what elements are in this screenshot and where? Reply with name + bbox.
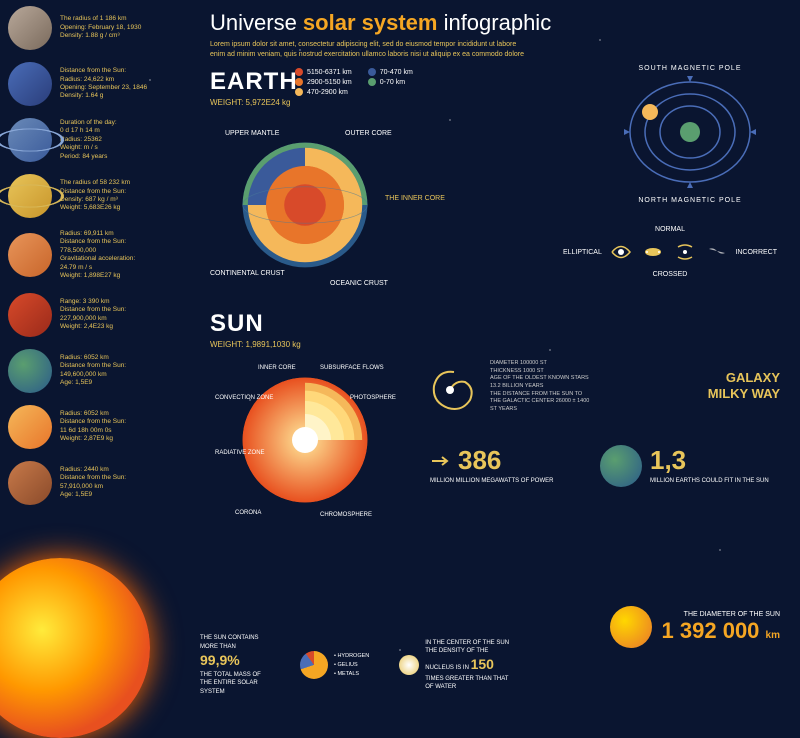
sun-title: SUN <box>210 310 301 338</box>
lbl-conv: CONVECTION ZONE <box>215 395 273 401</box>
lbl-ocean-crust: OCEANIC CRUST <box>330 280 388 287</box>
planet-info: The radius of 58 232 km Distance from th… <box>60 179 130 213</box>
planet-icon <box>8 405 52 449</box>
stat-386: 386 MILLION MILLION MEGAWATTS OF POWER <box>430 445 553 486</box>
galaxy-elliptical: ELLIPTICAL <box>563 249 602 256</box>
planet-row: Radius: 6052 km Distance from the Sun: 1… <box>0 343 200 399</box>
spiral-galaxy-icon <box>420 360 480 420</box>
lbl-cont-crust: CONTINENTAL CRUST <box>210 270 285 277</box>
legend-item: 5150-6371 km <box>295 68 352 76</box>
sun-mini-icon <box>610 606 652 648</box>
subtitle: Lorem ipsum dolor sit amet, consectetur … <box>210 40 530 60</box>
planet-row: Duration of the day: 0 d 17 h 14 m Radiu… <box>0 112 200 168</box>
sun-weight: WEIGHT: 1,9891,1030 kg <box>210 340 301 349</box>
milky-way-title: GALAXYMILKY WAY <box>708 370 780 401</box>
planet-row: Radius: 69,911 km Distance from the Sun:… <box>0 224 200 287</box>
planet-row: Radius: 6052 km Distance from the Sun: 1… <box>0 399 200 455</box>
lbl-corona: CORONA <box>235 510 261 516</box>
planet-row: Radius: 2440 km Distance from the Sun: 5… <box>0 455 200 511</box>
south-pole-label: SOUTH MAGNETIC POLE <box>600 65 780 72</box>
pie-chart-icon <box>300 651 328 679</box>
planet-info: Radius: 6052 km Distance from the Sun: 1… <box>60 410 126 444</box>
planets-sidebar: The radius of 1 186 km Opening: February… <box>0 0 200 708</box>
planet-info: Range: 3 390 km Distance from the Sun: 2… <box>60 298 126 332</box>
lbl-sun-inner: INNER CORE <box>258 365 296 371</box>
planet-icon <box>8 233 52 277</box>
legend-item: 70-470 km <box>368 68 413 76</box>
legend-item: 2900-5150 km <box>295 78 352 86</box>
page-title: Universe solar system infographic <box>210 10 790 36</box>
nucleus-icon <box>399 655 419 675</box>
planet-info: Radius: 69,911 km Distance from the Sun:… <box>60 230 135 281</box>
sun-section: SUN WEIGHT: 1,9891,1030 kg <box>210 310 301 349</box>
planet-row: Range: 3 390 km Distance from the Sun: 2… <box>0 287 200 343</box>
sun-diameter: THE DIAMETER OF THE SUN 1 392 000 km <box>610 606 780 648</box>
planet-icon <box>8 461 52 505</box>
planet-row: The radius of 58 232 km Distance from th… <box>0 168 200 224</box>
lbl-sub: SUBSURFACE FLOWS <box>320 365 384 371</box>
legend-item: 470-2900 km <box>295 88 352 96</box>
spiral-stats: DIAMETER 100000 ST THICKNESS 1000 ST AGE… <box>490 360 590 414</box>
planet-icon <box>8 62 52 106</box>
earth-mini-icon <box>600 445 642 487</box>
planet-icon <box>8 118 52 162</box>
planet-info: Radius: 2440 km Distance from the Sun: 5… <box>60 466 126 500</box>
bottom-stats: THE SUN CONTAINS MORE THAN 99,9% THE TOT… <box>200 634 515 696</box>
depth-legend: 5150-6371 km 70-470 km 2900-5150 km 0-70 km… <box>295 68 413 96</box>
lbl-chromo: CHROMOSPHERE <box>320 512 372 518</box>
legend-item: 0-70 km <box>368 78 413 86</box>
planet-icon <box>8 174 52 218</box>
lbl-inner-core: THE INNER CORE <box>385 195 445 202</box>
lbl-outer-core: OUTER CORE <box>345 130 392 137</box>
lbl-rad: RADIATIVE ZONE <box>215 450 265 456</box>
galaxy-crossed: CROSSED <box>653 271 688 278</box>
planet-row: The radius of 1 186 km Opening: February… <box>0 0 200 56</box>
galaxy-incorrect: INCORRECT <box>735 249 777 256</box>
stat-13: 1,3 MILLION EARTHS COULD FIT IN THE SUN <box>600 445 769 487</box>
lbl-upper-mantle: UPPER MANTLE <box>225 130 279 137</box>
planet-row: Distance from the Sun: Radius: 24,622 km… <box>0 56 200 112</box>
planet-icon <box>8 349 52 393</box>
earth-cutaway <box>240 140 370 270</box>
galaxy-normal: NORMAL <box>655 226 685 233</box>
planet-info: Distance from the Sun: Radius: 24,622 km… <box>60 67 147 101</box>
planet-info: The radius of 1 186 km Opening: February… <box>60 15 141 40</box>
magnetic-pole-diagram: SOUTH MAGNETIC POLE NORTH MAGNETIC POLE <box>600 65 780 204</box>
planet-icon <box>8 6 52 50</box>
planet-info: Radius: 6052 km Distance from the Sun: 1… <box>60 354 126 388</box>
planet-icon <box>8 293 52 337</box>
galaxy-types: NORMAL ELLIPTICAL INCORRECT CROSSED <box>560 220 780 284</box>
lbl-photo: PHOTOSPHERE <box>350 395 396 401</box>
north-pole-label: NORTH MAGNETIC POLE <box>600 197 780 204</box>
planet-info: Duration of the day: 0 d 17 h 14 m Radiu… <box>60 119 117 161</box>
